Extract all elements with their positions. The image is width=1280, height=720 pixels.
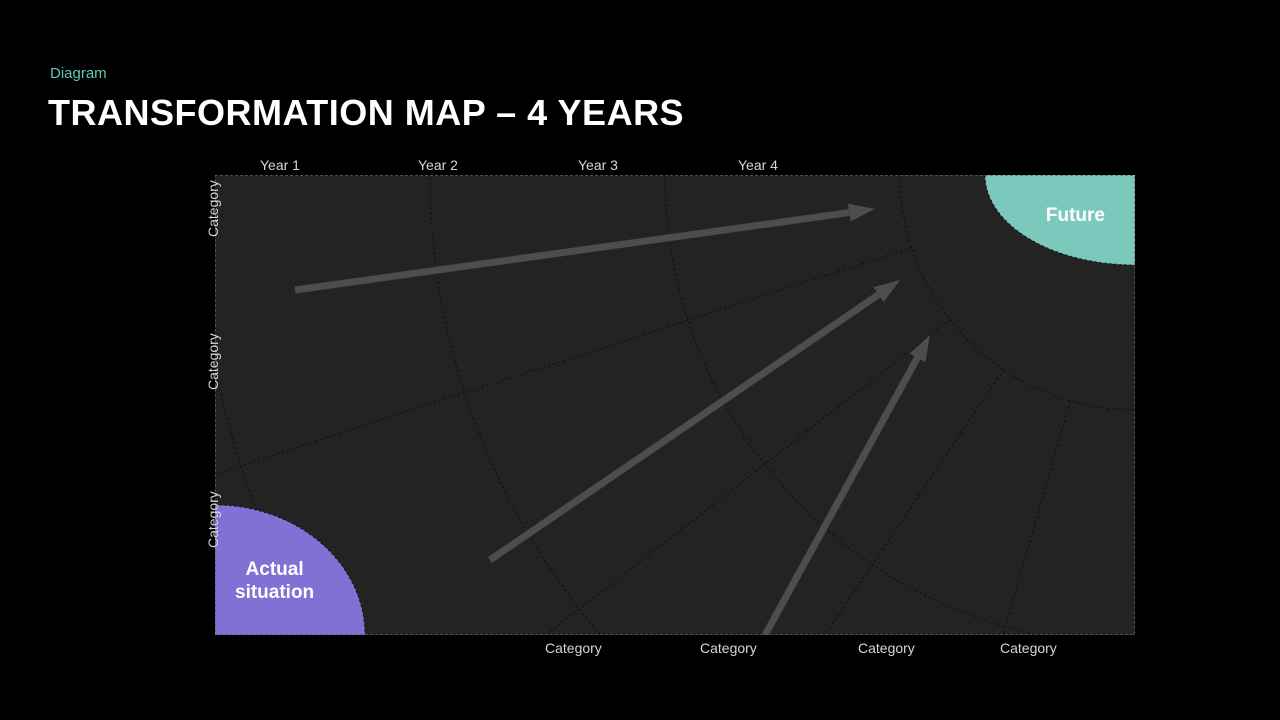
category-bottom-label: Category [858,640,915,656]
slide-subtitle: Diagram [50,65,107,82]
year-label: Year 1 [260,157,300,173]
category-left-label: Category [205,491,221,548]
future-label: Future [1046,205,1105,227]
actual-situation-label: Actualsituation [235,558,314,606]
slide-title: TRANSFORMATION MAP – 4 YEARS [48,92,684,134]
year-label: Year 2 [418,157,458,173]
category-bottom-label: Category [545,640,602,656]
diagram-area: Future Actualsituation [215,175,1135,635]
chart-canvas: Future Actualsituation [215,175,1135,635]
chart-svg [215,175,1135,635]
category-bottom-label: Category [1000,640,1057,656]
category-left-label: Category [205,180,221,237]
year-label: Year 3 [578,157,618,173]
category-left-label: Category [205,333,221,390]
year-label: Year 4 [738,157,778,173]
category-bottom-label: Category [700,640,757,656]
